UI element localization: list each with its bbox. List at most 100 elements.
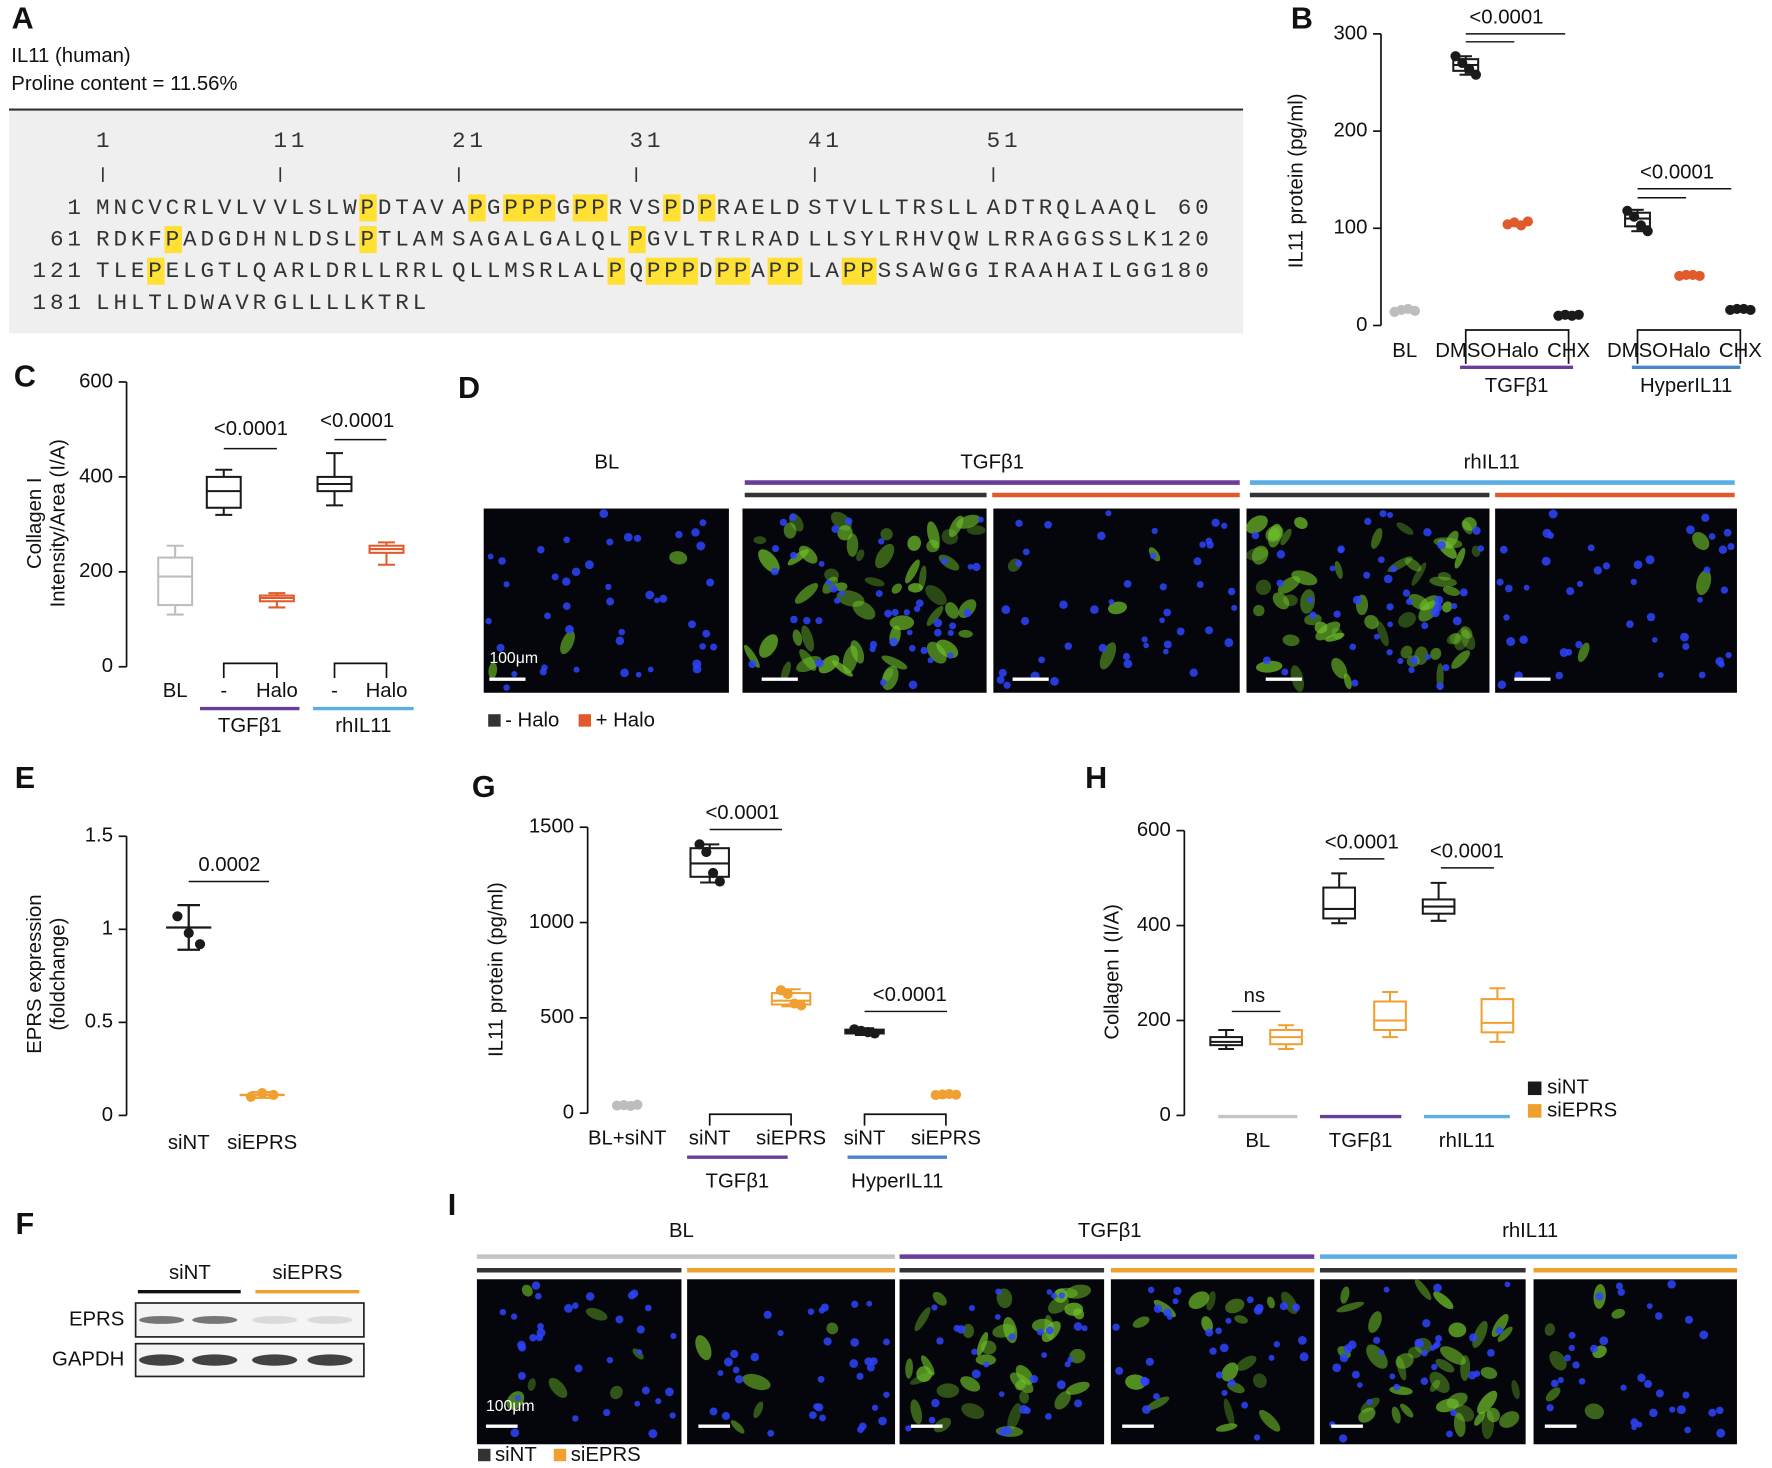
row-label: GAPDH (52, 1348, 124, 1370)
nucleus (1504, 584, 1513, 593)
cell-stain (1255, 579, 1272, 595)
cell-stain (1223, 1398, 1235, 1427)
band (139, 1354, 185, 1366)
nucleus (1159, 583, 1167, 591)
panel-letter: E (15, 761, 35, 795)
cell-stain (1474, 1411, 1486, 1426)
nucleus (535, 1292, 542, 1300)
cell-stain (1340, 1286, 1350, 1304)
cell-stain (1400, 1403, 1414, 1418)
group-label: rhIL11 (1439, 1130, 1495, 1152)
proline-highlight (628, 226, 646, 254)
nucleus (817, 1375, 825, 1383)
nucleus (968, 1304, 975, 1312)
nucleus (699, 519, 707, 527)
sequence-block: LRRAGGSSLK (987, 227, 1161, 253)
nucleus (1430, 608, 1440, 618)
point (694, 839, 705, 850)
nucleus (1716, 1428, 1726, 1438)
point (796, 1000, 807, 1011)
nucleus (928, 1416, 936, 1424)
nucleus (1386, 649, 1393, 656)
sequence-block: GLLLLKTRL (273, 290, 430, 316)
nucleus (814, 1403, 824, 1412)
nucleus (838, 590, 845, 597)
y-tick-label: 200 (1137, 1009, 1171, 1031)
nucleus (1442, 664, 1450, 672)
nucleus (1645, 555, 1655, 565)
cell-stain (1277, 576, 1301, 594)
y-axis-label: (foldchange) (48, 918, 70, 1031)
nucleus (1406, 598, 1413, 605)
nucleus (1504, 1281, 1511, 1288)
nucleus (1339, 1353, 1349, 1363)
band (307, 1354, 353, 1366)
cell-stain (1544, 1323, 1555, 1336)
nucleus (1123, 659, 1133, 669)
cell-stain (856, 549, 865, 562)
x-tick-label: CHX (1719, 340, 1762, 362)
group-label: siNT (169, 1262, 211, 1284)
nucleus (635, 671, 642, 678)
nucleus (1297, 1336, 1307, 1345)
nucleus (908, 644, 916, 652)
nucleus (748, 660, 757, 669)
nucleus (1036, 1328, 1044, 1336)
cell-stain (1435, 1358, 1455, 1373)
cell-stain (792, 629, 803, 646)
cell-stain (1019, 1391, 1030, 1404)
cell-stain (948, 515, 964, 538)
group-label: TGFβ1 (1329, 1130, 1393, 1152)
x-tick-label: BL (1392, 340, 1417, 362)
proline-highlight (663, 194, 681, 222)
nucleus (599, 509, 609, 518)
ruler-number: 51 (987, 128, 1022, 154)
nucleus (648, 1429, 658, 1439)
nucleus (1620, 1384, 1627, 1391)
cell-stain (488, 662, 498, 679)
nucleus (603, 1408, 611, 1417)
sequence-subtitle: Proline content = 11.56% (11, 73, 237, 95)
nucleus (1143, 642, 1149, 649)
p-value: <0.0001 (214, 418, 288, 440)
nucleus (565, 625, 574, 634)
sequence-block: ADTRQLAAQL (987, 195, 1161, 221)
legend-label: siEPRS (1547, 1099, 1617, 1121)
cell-stain (835, 582, 848, 592)
nucleus (641, 1386, 650, 1395)
cell-stain (781, 661, 791, 682)
cell-stain (1545, 1387, 1561, 1402)
nucleus (1163, 640, 1172, 649)
sequence-block: QPPPDPPAPP (629, 258, 803, 284)
nucleus (1421, 622, 1429, 630)
point (268, 1089, 279, 1101)
y-tick-label: 0 (563, 1102, 574, 1124)
nucleus (606, 1356, 614, 1364)
nucleus (1281, 668, 1289, 676)
nucleus (1279, 1302, 1288, 1311)
nucleus (1153, 1393, 1160, 1400)
cell-stain (864, 577, 885, 587)
cell-stain (850, 640, 865, 664)
y-axis-label: IL11 protein (pg/ml) (1286, 93, 1308, 268)
nucleus (1153, 1304, 1163, 1313)
nucleus (1477, 545, 1485, 552)
point (632, 1099, 643, 1110)
cell-stain (1454, 628, 1470, 651)
nucleus (844, 517, 853, 526)
nucleus (696, 541, 706, 551)
nucleus (1433, 1283, 1442, 1293)
nucleus (999, 1427, 1008, 1436)
nucleus (563, 536, 571, 544)
nucleus (1680, 632, 1689, 642)
nucleus (1408, 666, 1415, 674)
cell-stain (1696, 570, 1712, 596)
nucleus (634, 1400, 641, 1407)
nucleus (779, 518, 788, 526)
cell-stain (1364, 614, 1379, 630)
nucleus (1209, 1347, 1217, 1355)
nucleus (998, 1391, 1005, 1397)
proline-highlight (697, 194, 716, 222)
nucleus (883, 1338, 890, 1346)
